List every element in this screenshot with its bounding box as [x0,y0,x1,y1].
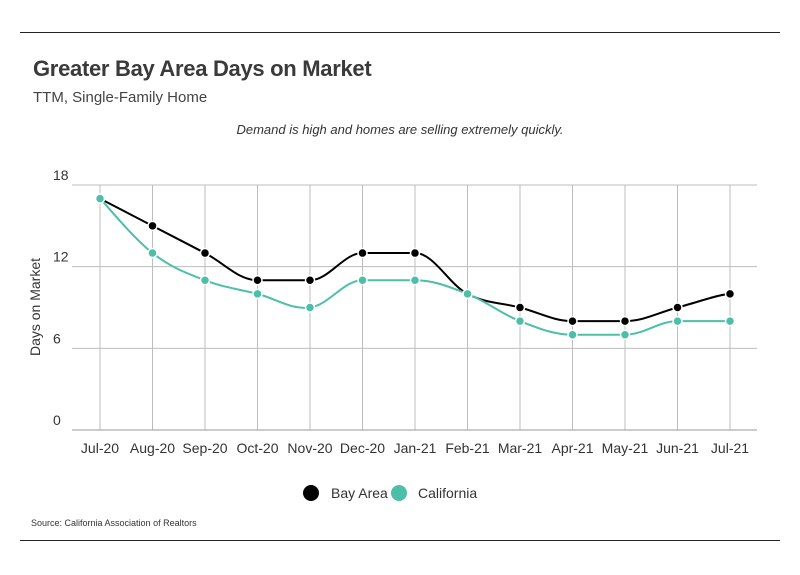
california-point [724,315,736,327]
bay-area-point [304,275,316,286]
x-tick-label: Jul-20 [81,440,119,456]
x-tick-label: Jan-21 [394,440,437,456]
california-point [619,329,631,340]
top-rule [20,32,780,33]
bay-area-point [252,275,263,286]
california-point [409,275,421,286]
x-tick-label: May-21 [602,440,649,456]
y-tick-label: 18 [53,167,69,183]
bay-area-point [567,315,578,327]
y-tick-label: 12 [53,249,69,265]
x-tick-label: Feb-21 [445,440,490,456]
x-tick-label: Jun-21 [656,440,699,456]
x-tick-label: Dec-20 [340,440,385,456]
california-point [462,288,473,300]
x-tick-label: Apr-21 [551,440,593,456]
chart-annotation: Demand is high and homes are selling ext… [236,122,564,137]
california-point [199,275,211,286]
california-point [94,193,106,204]
bay-area-point [724,288,736,300]
x-tick-label: Mar-21 [498,440,543,456]
bay-area-point [199,247,211,259]
california-point [672,315,683,327]
x-tick-label: Jul-21 [711,440,749,456]
source-note: Source: California Association of Realto… [31,518,197,528]
bay-area-legend-label: Bay Area [331,485,388,501]
bay-area-point [672,302,683,313]
california-point [147,247,158,259]
x-tick-label: Aug-20 [130,440,175,456]
california-point [567,329,578,340]
y-axis-title: Days on Market [27,258,43,356]
california-legend-label: California [418,485,477,501]
california-point [252,288,263,300]
chart-subtitle: TTM, Single-Family Home [33,89,208,106]
x-tick-label: Nov-20 [287,440,332,456]
california-legend-marker [391,485,407,501]
california-point [514,315,526,327]
x-tick-label: Oct-20 [236,440,278,456]
bay-area-point [147,220,158,232]
bay-area-point [514,302,526,313]
california-point [304,302,316,313]
bottom-rule [20,540,780,541]
bay-area-point [619,315,631,327]
bay-area-legend-marker [303,485,319,501]
bay-area-point [409,247,421,259]
bay-area-point [357,247,368,259]
x-tick-label: Sep-20 [182,440,227,456]
california-point [357,275,368,286]
y-tick-label: 6 [53,330,61,346]
y-tick-label: 0 [53,412,61,428]
chart-title: Greater Bay Area Days on Market [33,56,372,81]
